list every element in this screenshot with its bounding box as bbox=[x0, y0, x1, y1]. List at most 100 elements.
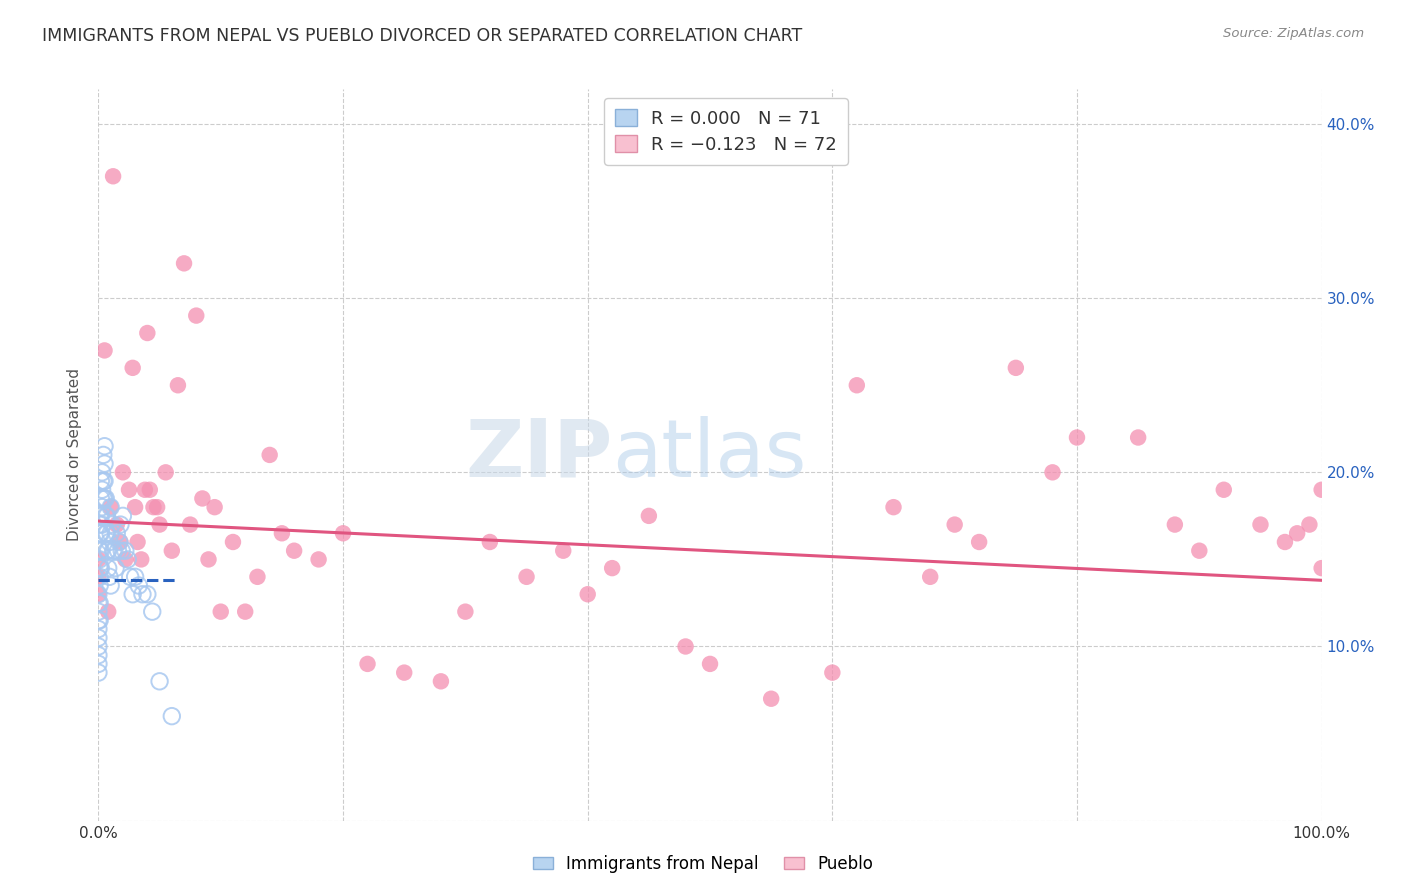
Point bbox=[87, 596, 110, 610]
Point bbox=[131, 587, 153, 601]
Point bbox=[1298, 517, 1320, 532]
Point bbox=[1286, 526, 1309, 541]
Point bbox=[141, 605, 163, 619]
Point bbox=[94, 508, 117, 523]
Point bbox=[149, 674, 172, 689]
Point bbox=[155, 466, 177, 480]
Point bbox=[146, 500, 169, 515]
Point bbox=[128, 578, 150, 592]
Point bbox=[699, 657, 721, 671]
Point bbox=[1310, 561, 1333, 575]
Point bbox=[100, 500, 122, 515]
Point bbox=[94, 526, 117, 541]
Point bbox=[98, 570, 121, 584]
Point bbox=[100, 526, 122, 541]
Point bbox=[97, 543, 120, 558]
Point bbox=[160, 709, 183, 723]
Point bbox=[93, 474, 115, 488]
Point bbox=[186, 309, 208, 323]
Point bbox=[89, 526, 111, 541]
Point bbox=[87, 552, 110, 566]
Point bbox=[117, 552, 139, 566]
Point bbox=[1128, 430, 1150, 444]
Point bbox=[136, 326, 159, 340]
Point bbox=[1066, 430, 1088, 444]
Point bbox=[96, 526, 118, 541]
Point bbox=[87, 587, 110, 601]
Point bbox=[87, 657, 110, 671]
Text: ZIP: ZIP bbox=[465, 416, 612, 494]
Point bbox=[1042, 466, 1064, 480]
Text: IMMIGRANTS FROM NEPAL VS PUEBLO DIVORCED OR SEPARATED CORRELATION CHART: IMMIGRANTS FROM NEPAL VS PUEBLO DIVORCED… bbox=[42, 27, 803, 45]
Point bbox=[104, 561, 127, 575]
Point bbox=[114, 543, 136, 558]
Point bbox=[91, 474, 114, 488]
Point bbox=[1274, 535, 1296, 549]
Point bbox=[191, 491, 214, 506]
Point bbox=[576, 587, 599, 601]
Point bbox=[89, 508, 111, 523]
Point bbox=[283, 543, 305, 558]
Point bbox=[160, 543, 183, 558]
Point bbox=[270, 526, 294, 541]
Point bbox=[105, 526, 128, 541]
Point bbox=[883, 500, 905, 515]
Point bbox=[356, 657, 378, 671]
Point bbox=[600, 561, 623, 575]
Point bbox=[87, 613, 110, 627]
Legend: Immigrants from Nepal, Pueblo: Immigrants from Nepal, Pueblo bbox=[526, 848, 880, 880]
Point bbox=[515, 570, 537, 584]
Point bbox=[204, 500, 226, 515]
Point bbox=[89, 596, 111, 610]
Point bbox=[97, 605, 120, 619]
Point bbox=[90, 561, 112, 575]
Point bbox=[98, 535, 121, 549]
Point bbox=[87, 570, 110, 584]
Point bbox=[87, 587, 110, 601]
Point bbox=[114, 552, 136, 566]
Point bbox=[233, 605, 256, 619]
Point bbox=[93, 343, 115, 358]
Point bbox=[105, 517, 128, 532]
Point bbox=[108, 535, 131, 549]
Point bbox=[87, 605, 110, 619]
Point bbox=[134, 483, 156, 497]
Point bbox=[124, 570, 146, 584]
Point bbox=[90, 508, 112, 523]
Point bbox=[87, 631, 110, 645]
Point bbox=[110, 517, 132, 532]
Point bbox=[111, 543, 134, 558]
Point bbox=[124, 500, 146, 515]
Point bbox=[1164, 517, 1187, 532]
Point bbox=[127, 535, 149, 549]
Point bbox=[96, 508, 118, 523]
Point bbox=[91, 466, 114, 480]
Point bbox=[89, 578, 111, 592]
Point bbox=[638, 508, 661, 523]
Text: Source: ZipAtlas.com: Source: ZipAtlas.com bbox=[1223, 27, 1364, 40]
Point bbox=[167, 378, 190, 392]
Point bbox=[1004, 360, 1026, 375]
Point bbox=[100, 578, 122, 592]
Point bbox=[87, 648, 110, 663]
Point bbox=[943, 517, 966, 532]
Point bbox=[103, 543, 125, 558]
Point bbox=[89, 552, 111, 566]
Point bbox=[478, 535, 501, 549]
Point bbox=[675, 640, 697, 654]
Point bbox=[101, 517, 124, 532]
Point bbox=[139, 483, 162, 497]
Point bbox=[90, 474, 112, 488]
Point bbox=[967, 535, 990, 549]
Point bbox=[553, 543, 575, 558]
Point bbox=[209, 605, 232, 619]
Point bbox=[454, 605, 477, 619]
Point bbox=[246, 570, 269, 584]
Point bbox=[97, 561, 120, 575]
Point bbox=[222, 535, 245, 549]
Point bbox=[1310, 483, 1333, 497]
Point bbox=[87, 622, 110, 636]
Point bbox=[93, 491, 115, 506]
Point bbox=[197, 552, 219, 566]
Point bbox=[90, 491, 112, 506]
